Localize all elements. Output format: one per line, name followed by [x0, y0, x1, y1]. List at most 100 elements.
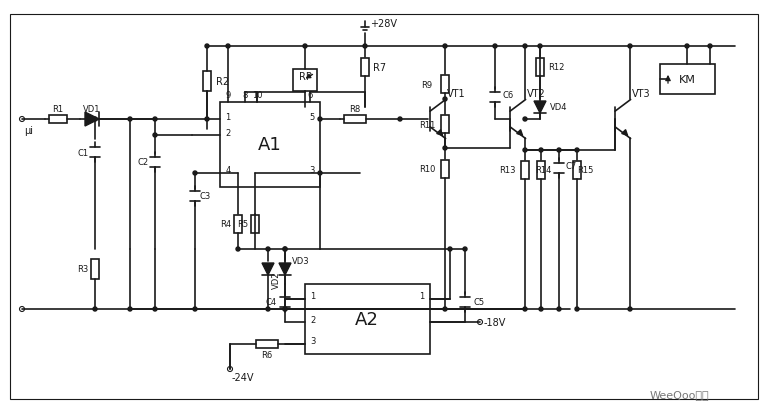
Polygon shape — [279, 263, 291, 275]
Text: 10: 10 — [252, 91, 262, 100]
Circle shape — [538, 45, 542, 49]
Text: R11: R11 — [419, 120, 435, 129]
Bar — [234, 216, 242, 234]
Text: 3: 3 — [310, 166, 315, 175]
Bar — [441, 76, 449, 94]
Text: RP: RP — [299, 72, 312, 82]
Circle shape — [283, 307, 287, 311]
Circle shape — [318, 172, 322, 175]
Circle shape — [628, 45, 632, 49]
Text: VD2: VD2 — [272, 271, 280, 288]
Text: 1: 1 — [419, 292, 425, 301]
Bar — [344, 116, 366, 124]
Circle shape — [628, 307, 632, 311]
Text: -18V: -18V — [484, 317, 506, 327]
Text: A2: A2 — [355, 310, 379, 328]
Text: R5: R5 — [237, 220, 249, 229]
Text: VD1: VD1 — [83, 104, 101, 113]
Circle shape — [318, 118, 322, 122]
Text: R8: R8 — [349, 104, 361, 113]
Text: R2: R2 — [216, 77, 229, 87]
Bar — [441, 116, 449, 134]
Bar — [293, 70, 317, 92]
Text: VT2: VT2 — [527, 89, 545, 99]
Circle shape — [226, 45, 230, 49]
Circle shape — [539, 307, 543, 311]
Text: R9: R9 — [422, 80, 432, 89]
Text: C1: C1 — [78, 148, 88, 157]
Text: R15: R15 — [577, 166, 593, 175]
Text: VT3: VT3 — [632, 89, 650, 99]
Text: C5: C5 — [473, 298, 485, 307]
Circle shape — [463, 247, 467, 252]
Text: 2: 2 — [225, 128, 230, 137]
Text: 4: 4 — [225, 166, 230, 175]
Bar — [441, 161, 449, 179]
Text: VD3: VD3 — [292, 257, 310, 266]
Text: C6: C6 — [502, 90, 514, 99]
Text: R10: R10 — [419, 165, 435, 174]
Text: C3: C3 — [200, 192, 210, 201]
Text: R4: R4 — [220, 220, 232, 229]
Bar — [537, 162, 545, 180]
Circle shape — [708, 45, 712, 49]
Circle shape — [283, 247, 287, 252]
Text: 1: 1 — [310, 292, 316, 301]
Circle shape — [283, 247, 287, 252]
Circle shape — [266, 247, 270, 252]
Polygon shape — [534, 102, 546, 114]
Circle shape — [523, 45, 527, 49]
Text: C2: C2 — [137, 158, 148, 167]
Text: C4: C4 — [266, 298, 276, 307]
Bar — [660, 65, 715, 95]
Text: R13: R13 — [498, 166, 515, 175]
Text: 9: 9 — [225, 91, 230, 100]
Circle shape — [93, 118, 97, 122]
Circle shape — [575, 148, 579, 153]
Text: WeeQoo维库: WeeQoo维库 — [650, 389, 710, 399]
Text: R1: R1 — [52, 105, 64, 114]
Circle shape — [557, 307, 561, 311]
Bar — [256, 340, 278, 348]
Circle shape — [303, 45, 307, 49]
Circle shape — [398, 118, 402, 122]
Circle shape — [443, 307, 447, 311]
Circle shape — [193, 172, 197, 175]
Circle shape — [539, 148, 543, 153]
Text: VD4: VD4 — [550, 103, 568, 112]
Text: R6: R6 — [261, 351, 273, 360]
Circle shape — [153, 118, 157, 122]
Circle shape — [685, 45, 689, 49]
Circle shape — [128, 118, 132, 122]
Bar — [573, 162, 581, 180]
Circle shape — [557, 148, 561, 153]
Circle shape — [266, 307, 270, 311]
Text: -24V: -24V — [232, 372, 254, 382]
Text: 6: 6 — [307, 91, 313, 100]
Circle shape — [443, 98, 447, 102]
Text: R7: R7 — [373, 63, 386, 73]
Circle shape — [523, 148, 527, 153]
Text: KM: KM — [679, 75, 696, 85]
Circle shape — [153, 307, 157, 311]
Circle shape — [205, 118, 209, 122]
Circle shape — [443, 45, 447, 49]
Circle shape — [575, 307, 579, 311]
Circle shape — [363, 45, 367, 49]
Bar — [361, 59, 369, 77]
Circle shape — [523, 118, 527, 122]
Text: 3: 3 — [310, 337, 316, 346]
Circle shape — [153, 134, 157, 138]
Text: +28V: +28V — [370, 19, 397, 29]
Bar — [536, 59, 544, 77]
Text: R14: R14 — [535, 166, 551, 175]
Bar — [220, 103, 320, 188]
Text: 5: 5 — [310, 112, 315, 121]
Circle shape — [493, 45, 497, 49]
Bar — [91, 259, 99, 279]
Bar — [251, 216, 259, 234]
Bar — [203, 72, 211, 92]
Circle shape — [283, 307, 287, 311]
Circle shape — [128, 307, 132, 311]
Text: VT1: VT1 — [447, 89, 465, 99]
